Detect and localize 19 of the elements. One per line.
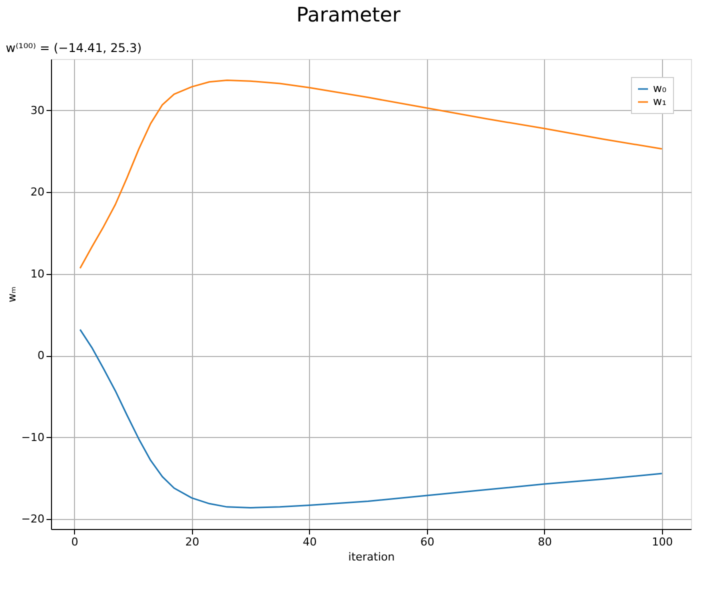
y-tick-label: 10 — [30, 267, 44, 280]
y-tick-label: −10 — [21, 430, 44, 444]
legend-label: w₁ — [653, 95, 666, 108]
x-tick-label: 0 — [71, 536, 78, 548]
x-tick-label: 100 — [652, 536, 673, 548]
chart-title: Parameter — [296, 2, 402, 26]
x-tick-label: 60 — [420, 536, 434, 548]
y-axis-title: wₘ — [5, 286, 18, 302]
x-tick-label: 80 — [538, 536, 552, 548]
y-tick-label: 0 — [38, 349, 44, 362]
x-tick-label: 20 — [185, 536, 200, 548]
y-tick-label: 20 — [30, 186, 44, 199]
y-tick-label: 30 — [30, 104, 44, 117]
chart-subtitle: w⁽¹⁰⁰⁾ = (−14.41, 25.3) — [6, 41, 142, 55]
line-series — [79, 328, 663, 508]
legend-label: w₀ — [653, 82, 667, 95]
y-tick-label: −20 — [21, 512, 44, 526]
x-tick-label: 40 — [302, 536, 317, 548]
x-axis-title: iteration — [348, 550, 395, 564]
